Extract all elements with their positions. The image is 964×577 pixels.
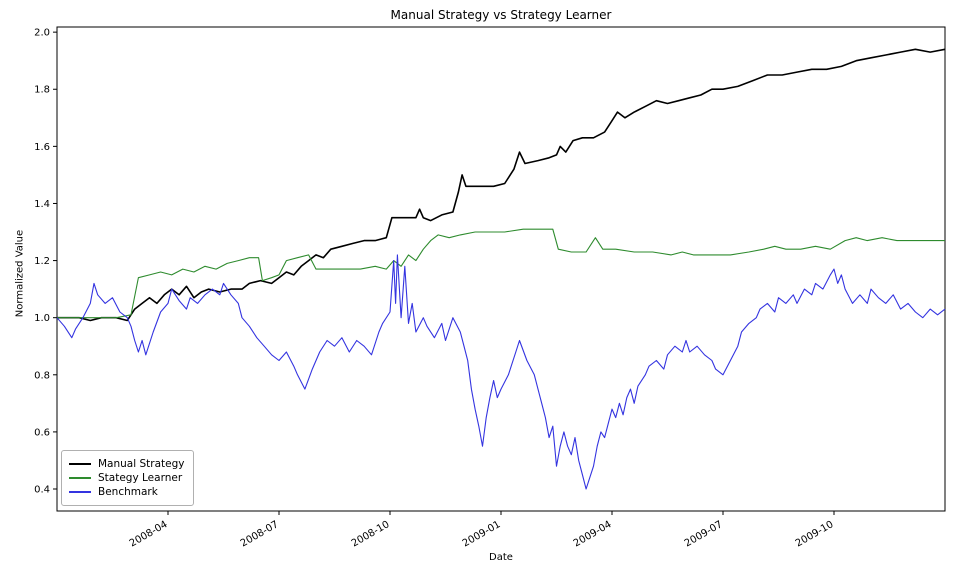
x-tick-label: 2009-10	[794, 519, 836, 549]
y-tick-label: 1.0	[34, 313, 50, 324]
x-tick-label: 2008-04	[128, 519, 170, 549]
y-tick-label: 2.0	[34, 28, 50, 39]
y-tick-label: 1.4	[34, 199, 50, 210]
series-line-benchmark	[56, 254, 946, 490]
y-tick-label: 1.6	[34, 142, 50, 153]
benchmark-line-swatch	[69, 491, 91, 493]
x-tick-label: 2009-01	[461, 519, 503, 549]
x-tick-label: 2008-07	[239, 519, 281, 549]
x-tick-label: 2009-04	[572, 519, 614, 549]
strategy-learner-line-swatch	[69, 477, 91, 479]
series-line-manual-strategy	[57, 48, 946, 322]
axes-box	[56, 26, 946, 512]
x-tick-label: 2009-07	[683, 519, 725, 549]
y-tick-label: 0.8	[34, 370, 50, 381]
y-tick-label: 0.6	[34, 427, 50, 438]
chart-title: Manual Strategy vs Strategy Learner	[390, 8, 612, 22]
y-tick-label: 1.2	[34, 256, 50, 267]
legend-item-strategy-learner: Stategy Learner	[69, 472, 184, 484]
x-tick-label: 2008-10	[350, 519, 392, 549]
y-tick-label: 0.4	[34, 485, 50, 496]
x-axis-label: Date	[489, 552, 513, 563]
legend-label: Manual Strategy	[98, 458, 185, 470]
manual-strategy-line-swatch	[69, 463, 91, 465]
legend-label: Benchmark	[98, 486, 158, 498]
series-line-stategy-learner	[57, 228, 945, 319]
legend-item-manual-strategy: Manual Strategy	[69, 458, 184, 470]
legend-label: Stategy Learner	[98, 472, 183, 484]
legend-item-benchmark: Benchmark	[69, 486, 184, 498]
y-axis-label: Normalized Value	[14, 229, 26, 318]
legend: Manual Strategy Stategy Learner Benchmar…	[61, 450, 195, 506]
y-tick-label: 1.8	[34, 85, 50, 96]
